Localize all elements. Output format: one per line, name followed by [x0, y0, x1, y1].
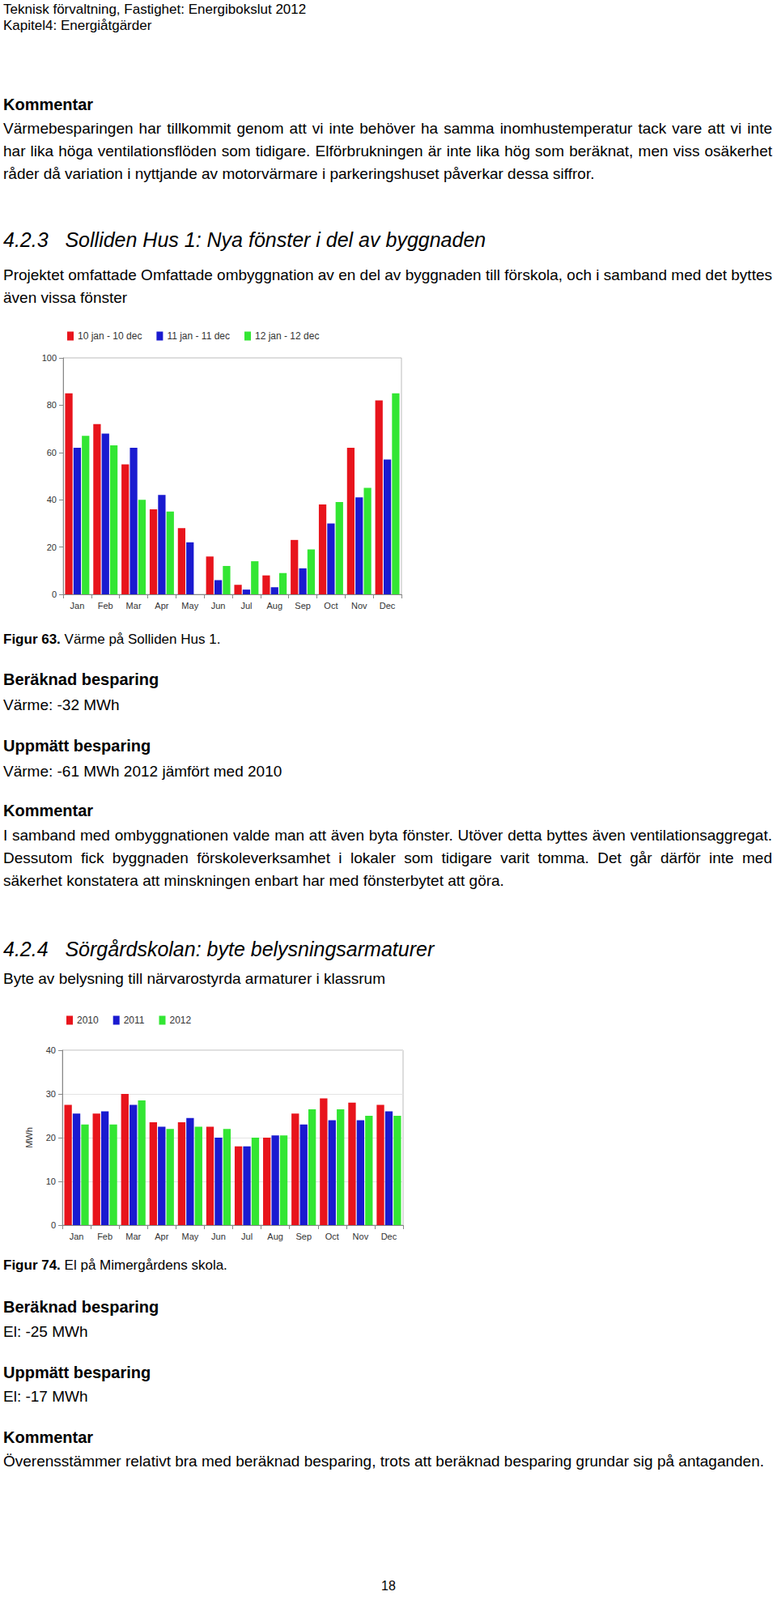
- html-text:Överensstämmer relativt bra me: Överensstämmer relativt bra med beräknad…: [3, 1452, 765, 1470]
- svg-text:Mar: Mar: [125, 1231, 141, 1241]
- html-text:Byte av belysning till närvaro: Byte av belysning till närvarostyrda arm…: [3, 969, 386, 987]
- svg-text:MWh: MWh: [24, 1126, 34, 1148]
- html-text:Figur 74. El på Mimergårdens s: Figur 74. El på Mimergårdens skola.: [3, 1256, 228, 1273]
- html-text:Figur 63. Värme på Solliden Hu: Figur 63. Värme på Solliden Hus 1.: [3, 631, 221, 647]
- svg-text:Nov: Nov: [352, 1231, 370, 1241]
- html-text:Teknisk förvaltning, Fastighet: Teknisk förvaltning, Fastighet: Energibo…: [3, 1, 307, 17]
- svg-text:Jan: Jan: [69, 1231, 85, 1241]
- svg-text:20: 20: [46, 1132, 56, 1143]
- svg-text:100: 100: [42, 352, 57, 363]
- svg-text:Mar: Mar: [126, 600, 142, 611]
- svg-text:2010: 2010: [76, 1014, 99, 1026]
- svg-text:Oct: Oct: [325, 1231, 340, 1241]
- svg-text:20: 20: [46, 542, 57, 552]
- html-text:Uppmätt besparing: Uppmätt besparing: [3, 736, 151, 755]
- html-text:Uppmätt besparing: Uppmätt besparing: [3, 1362, 151, 1381]
- svg-text:Jul: Jul: [241, 1231, 253, 1241]
- html-text:Beräknad besparing: Beräknad besparing: [3, 1297, 159, 1316]
- html-text:Värme: -32 MWh: Värme: -32 MWh: [3, 696, 120, 714]
- svg-text:Jun: Jun: [211, 1231, 226, 1241]
- html-text:Kommentar: Kommentar: [3, 1427, 94, 1446]
- html-text:Kapitel4: Energiåtgärder: Kapitel4: Energiåtgärder: [3, 17, 152, 34]
- svg-text:Nov: Nov: [351, 600, 368, 611]
- html-text:4.2.4 Sörgårdskolan: byte bely: 4.2.4 Sörgårdskolan: byte belysningsarma…: [3, 937, 434, 960]
- html-text:Värmebesparingen har tillkommi: Värmebesparingen har tillkommit genom at…: [3, 119, 773, 183]
- svg-text:30: 30: [46, 1088, 56, 1099]
- svg-text:Jun: Jun: [211, 600, 226, 611]
- svg-text:Apr: Apr: [154, 600, 169, 611]
- svg-text:Sep: Sep: [295, 1231, 312, 1241]
- svg-text:Feb: Feb: [97, 600, 114, 611]
- html-text:El: -17 MWh: El: -17 MWh: [3, 1387, 88, 1405]
- svg-text:Apr: Apr: [154, 1231, 169, 1241]
- svg-text:Jul: Jul: [240, 600, 252, 611]
- svg-text:Oct: Oct: [323, 600, 338, 611]
- html-text:Kommentar: Kommentar: [3, 95, 94, 114]
- html-text:Kommentar: Kommentar: [3, 801, 94, 820]
- svg-text:0: 0: [51, 589, 57, 599]
- svg-text:10 jan - 10 dec: 10 jan - 10 dec: [77, 330, 142, 342]
- svg-text:10: 10: [46, 1176, 56, 1186]
- html-text:18: 18: [381, 1578, 396, 1593]
- svg-text:2012: 2012: [169, 1014, 192, 1026]
- svg-text:40: 40: [46, 1044, 56, 1055]
- svg-text:Dec: Dec: [379, 600, 396, 611]
- svg-text:Feb: Feb: [97, 1231, 113, 1241]
- svg-text:Jan: Jan: [70, 600, 85, 611]
- svg-text:Sep: Sep: [294, 600, 311, 611]
- html-text:4.2.3 Solliden Hus 1: Nya föns: 4.2.3 Solliden Hus 1: Nya fönster i del …: [3, 228, 486, 251]
- svg-text:40: 40: [46, 494, 57, 505]
- svg-text:Aug: Aug: [266, 600, 283, 611]
- html-text:Värme: -61 MWh 2012 jämfört me: Värme: -61 MWh 2012 jämfört med 2010: [3, 762, 282, 780]
- svg-text:0: 0: [50, 1219, 56, 1230]
- html-text:Beräknad besparing: Beräknad besparing: [3, 670, 159, 688]
- svg-text:80: 80: [46, 399, 57, 410]
- html-text:I samband med ombyggnationen v: I samband med ombyggnationen valde man a…: [3, 826, 773, 889]
- svg-text:Aug: Aug: [267, 1231, 284, 1241]
- svg-text:Dec: Dec: [381, 1231, 398, 1241]
- svg-text:2011: 2011: [123, 1014, 145, 1026]
- svg-text:May: May: [181, 1231, 199, 1241]
- svg-text:May: May: [181, 600, 199, 611]
- html-text:Projektet omfattade Omfattade: Projektet omfattade Omfattade ombyggnati…: [3, 266, 773, 306]
- svg-text:60: 60: [46, 447, 57, 458]
- svg-text:12 jan - 12 dec: 12 jan - 12 dec: [254, 330, 319, 342]
- html-text:El: -25 MWh: El: -25 MWh: [3, 1322, 88, 1340]
- svg-text:11 jan - 11 dec: 11 jan - 11 dec: [166, 330, 230, 342]
